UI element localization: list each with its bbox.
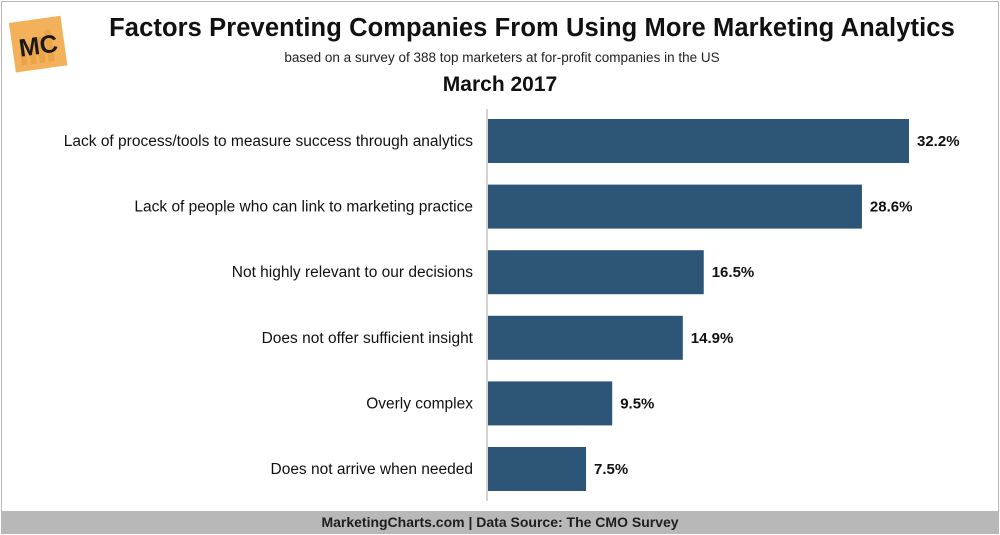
category-label-4: Overly complex	[366, 395, 473, 412]
bar-4	[488, 381, 613, 426]
logo-text: MC	[17, 30, 59, 63]
value-label-2: 16.5%	[712, 264, 755, 281]
value-label-4: 9.5%	[620, 395, 654, 412]
category-label-2: Not highly relevant to our decisions	[232, 264, 473, 281]
category-label-5: Does not arrive when needed	[271, 461, 474, 478]
value-label-1: 28.6%	[870, 199, 913, 216]
category-label-1: Lack of people who can link to marketing…	[134, 199, 473, 216]
value-label-3: 14.9%	[691, 330, 734, 347]
bar-5	[488, 447, 587, 491]
chart-period: March 2017	[442, 73, 558, 96]
chart-title: Factors Preventing Companies From Using …	[109, 14, 955, 42]
bar-chart: Lack of process/tools to measure success…	[64, 109, 960, 501]
chart-subtitle: based on a survey of 388 top marketers a…	[284, 50, 720, 65]
category-label-3: Does not offer sufficient insight	[262, 330, 474, 347]
marketingcharts-logo: MC	[9, 15, 68, 73]
value-label-5: 7.5%	[594, 461, 628, 478]
bar-0	[488, 119, 909, 163]
value-label-0: 32.2%	[917, 133, 960, 150]
bar-3	[488, 315, 683, 360]
footer-source: MarketingCharts.com | Data Source: The C…	[2, 511, 998, 533]
bar-2	[488, 250, 704, 295]
bar-1	[488, 184, 862, 229]
category-label-0: Lack of process/tools to measure success…	[64, 133, 473, 150]
